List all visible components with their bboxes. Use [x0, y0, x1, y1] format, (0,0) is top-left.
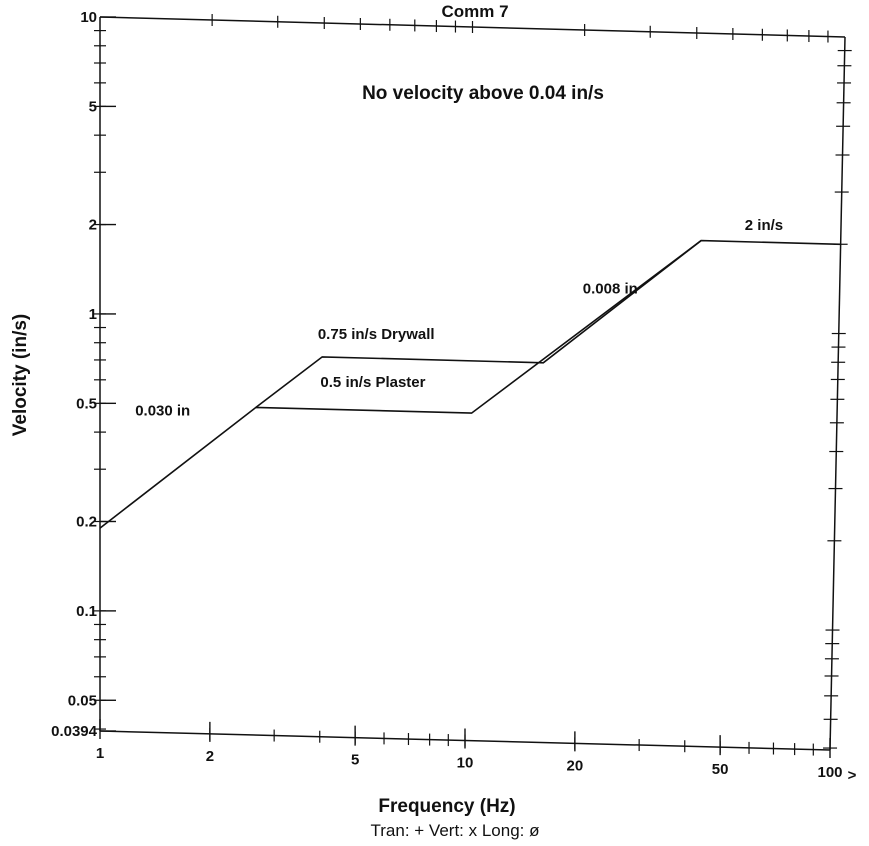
series-line-2 — [255, 239, 702, 409]
chart-annotation: 2 in/s — [745, 217, 783, 234]
x-overflow-marker: > — [848, 767, 857, 784]
minor-ticks — [94, 14, 852, 756]
legend-text: Tran: + Vert: x Long: ø — [371, 821, 540, 840]
y-tick-label: 0.05 — [68, 692, 97, 709]
x-tick-label: 20 — [567, 757, 584, 774]
y-tick-label: 0.1 — [76, 603, 97, 620]
chart-title: Comm 7 — [441, 2, 508, 21]
chart-annotation: 0.75 in/s Drywall — [318, 326, 435, 343]
chart-main-annotation: No velocity above 0.04 in/s — [362, 83, 604, 104]
series-group — [99, 239, 841, 529]
y-tick-label: 0.5 — [76, 395, 97, 412]
x-tick-label: 2 — [206, 748, 214, 765]
x-tick-label: 100 — [817, 764, 842, 781]
x-tick-label: 1 — [96, 745, 104, 762]
y-tick-label: 0.0394 — [51, 723, 98, 740]
chart-annotation: 0.030 in — [135, 403, 190, 420]
x-tick-label: 5 — [351, 752, 359, 769]
chart-annotation: 0.008 in — [583, 281, 638, 298]
x-tick-label: 10 — [457, 755, 474, 772]
y-tick-label: 10 — [80, 9, 97, 26]
y-tick-label: 5 — [89, 98, 97, 115]
x-axis-label: Frequency (Hz) — [378, 796, 515, 817]
y-axis-label: Velocity (in/s) — [10, 314, 31, 436]
x-tick-label: 50 — [712, 761, 729, 778]
x-axis-ticks: 1 2 5 10 20 50 100 — [96, 719, 843, 781]
y-axis-ticks: 10 5 2 1 0.5 0.2 0.1 0.05 0.0394 — [51, 9, 116, 740]
series-line-1 — [99, 239, 841, 529]
annotation-group: 0.030 in 0.75 in/s Drywall 0.5 in/s Plaste… — [135, 217, 783, 420]
y-tick-label: 2 — [89, 217, 97, 234]
y-tick-label: 1 — [89, 306, 97, 323]
y-tick-label: 0.2 — [76, 513, 97, 530]
chart-annotation: 0.5 in/s Plaster — [320, 374, 425, 391]
plot-right-border — [829, 36, 846, 751]
